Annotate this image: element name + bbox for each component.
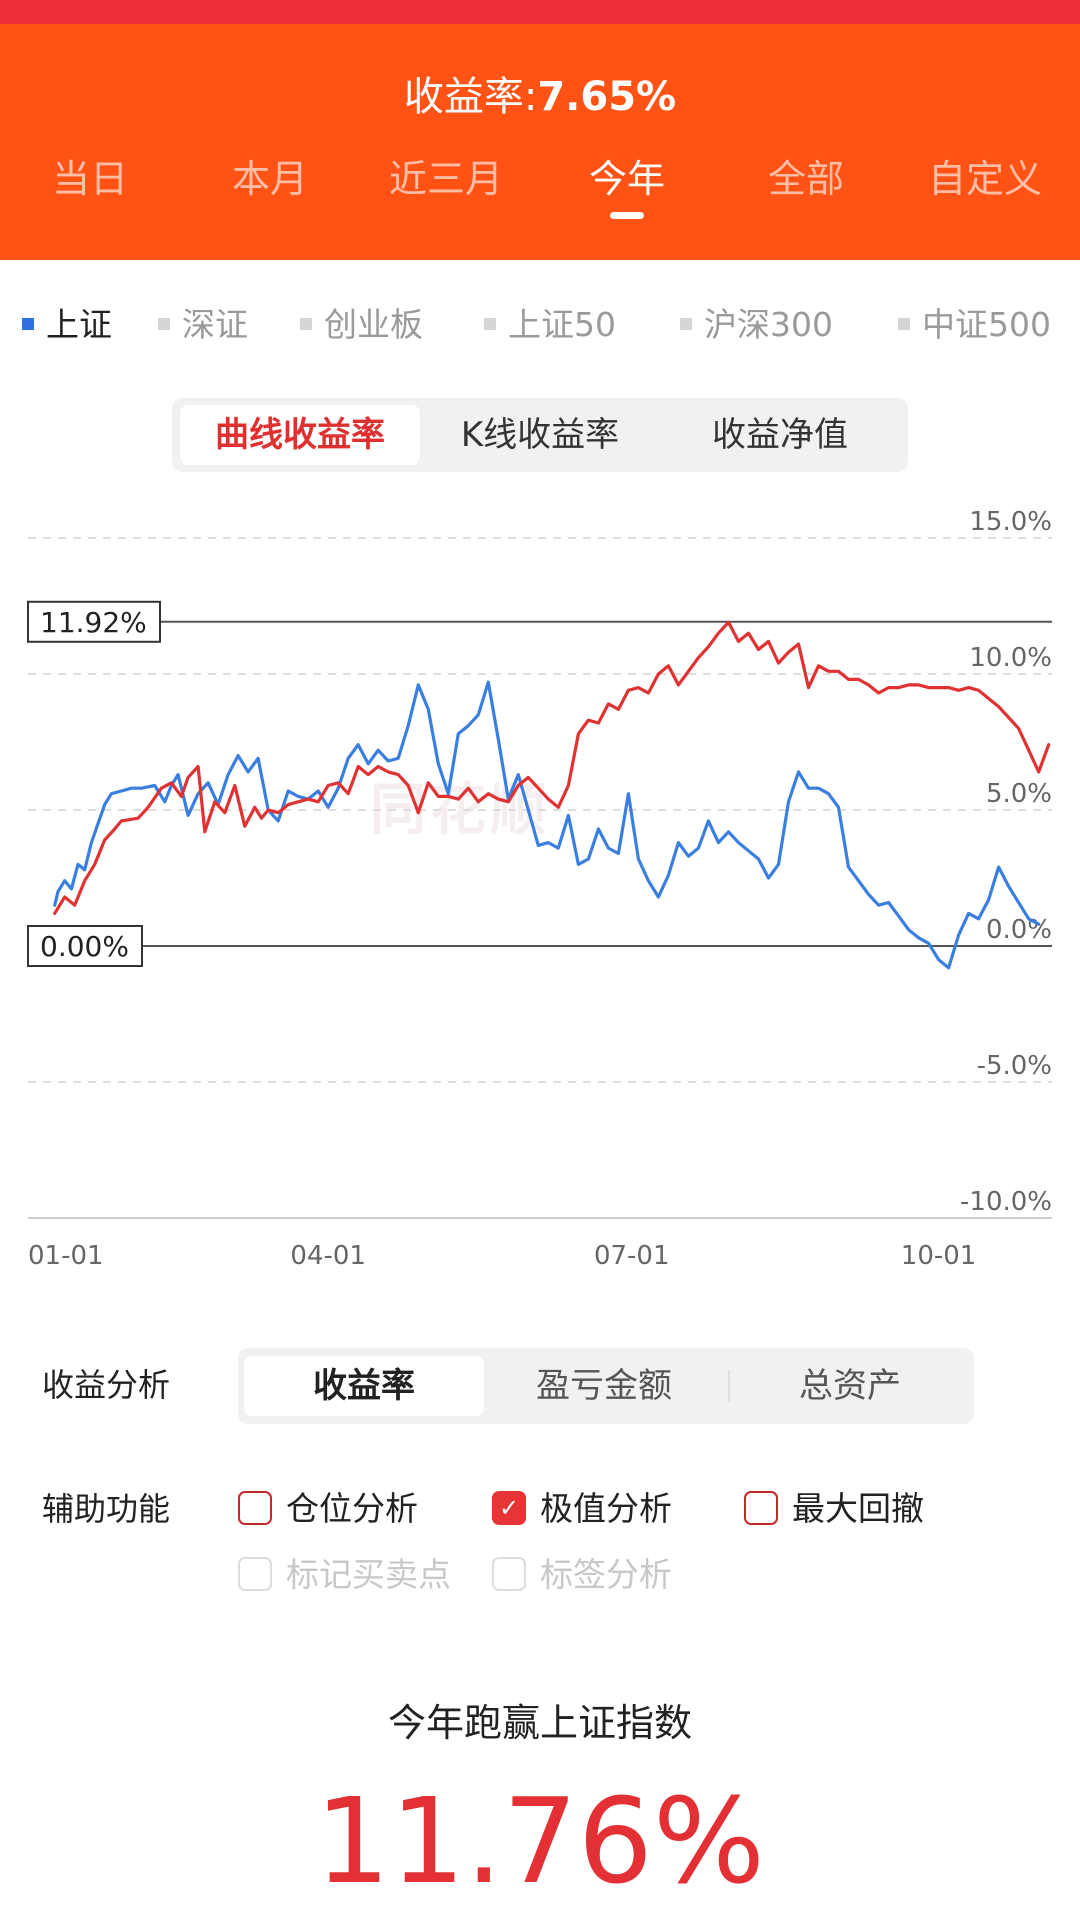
x-tick-label: 07-01 [594,1241,670,1271]
y-tick-label: 5.0% [986,779,1052,809]
y-tick-label: -10.0% [960,1187,1052,1217]
return-value: 7.65% [537,74,677,120]
x-tick-label: 01-01 [28,1241,104,1271]
legend-square-icon [898,317,910,330]
checkbox-label: 标签分析 [540,1555,672,1594]
checkbox-icon [744,1490,778,1525]
benchmark-label: 上证 [46,305,112,344]
period-tabs: 当日 本月 近三月 今年 全部 自定义 [0,148,1080,228]
marker-label: 11.92% [40,606,147,639]
tab-today[interactable]: 当日 [51,157,128,201]
checkbox-label: 仓位分析 [286,1489,418,1528]
legend-square-icon [484,317,496,330]
checkbox-buy-sell-points: 标记买卖点 [238,1548,451,1596]
checkmark-icon: ✓ [492,1490,526,1525]
x-tick-label: 10-01 [901,1241,977,1271]
marker-box [27,925,143,967]
tab-all[interactable]: 全部 [767,157,844,201]
active-tab-indicator [610,212,644,219]
benchmark-csi500[interactable]: 中证500 [898,298,1051,348]
analysis-return-rate[interactable]: 收益率 [244,1356,484,1416]
benchmark-label: 深证 [182,305,248,344]
summary-title: 今年跑赢上证指数 [387,1701,692,1745]
tab-three-months[interactable]: 近三月 [388,157,503,201]
checkbox-icon [238,1556,272,1591]
segment-divider [728,1370,730,1402]
header-title: 收益率:7.65% [0,64,1080,122]
benchmark-label: 沪深300 [704,305,833,344]
analysis-total-assets[interactable]: 总资产 [799,1366,901,1406]
status-strip [0,0,1080,24]
y-tick-label: -5.0% [977,1051,1052,1081]
benchmark-label: 中证500 [922,305,1051,344]
benchmark-chinext[interactable]: 创业板 [300,298,423,348]
aux-label: 辅助功能 [42,1490,171,1528]
tab-custom[interactable]: 自定义 [927,157,1042,201]
checkbox-tag-analysis: 标签分析 [492,1548,672,1596]
account-series-line [53,620,1051,915]
benchmark-series-line [53,680,1041,970]
legend-square-icon [680,317,692,330]
analysis-profit-amount[interactable]: 盈亏金额 [536,1366,672,1406]
summary-value: 11.76% [315,1772,765,1910]
benchmark-shanghai[interactable]: 上证 [22,298,112,348]
y-tick-label: 15.0% [969,507,1052,537]
checkbox-max-drawdown[interactable]: 最大回撤 [744,1482,924,1530]
y-tick-label: 10.0% [969,643,1052,673]
y-tick-label: 0.0% [986,915,1052,945]
mode-net-value[interactable]: 收益净值 [712,415,848,455]
checkbox-label: 最大回撤 [792,1489,924,1528]
marker-label: 0.00% [40,930,129,963]
benchmark-label: 上证50 [508,305,616,344]
return-label: 收益率: [403,74,538,120]
benchmark-sse50[interactable]: 上证50 [484,298,616,348]
benchmark-label: 创业板 [324,305,423,344]
x-tick-label: 04-01 [290,1241,366,1271]
chart-mode-toggle: 曲线收益率 K线收益率 收益净值 [172,398,908,472]
checkbox-icon [492,1556,526,1591]
checkbox-position-analysis[interactable]: 仓位分析 [238,1482,418,1530]
legend-square-icon [158,317,170,330]
mode-curve-return[interactable]: 曲线收益率 [180,405,420,465]
marker-box [27,600,161,643]
analysis-label: 收益分析 [42,1366,171,1404]
checkbox-extreme-analysis[interactable]: ✓ 极值分析 [492,1482,672,1530]
header: 收益率:7.65% [0,24,1080,260]
return-chart[interactable]: 15.0% 10.0% 5.0% 0.0% -5.0% -10.0% 01-01 04-01 0… [0,500,1080,1300]
tab-this-year[interactable]: 今年 [588,157,665,201]
mode-kline-return[interactable]: K线收益率 [460,415,620,455]
legend-square-icon [22,317,34,330]
checkbox-label: 极值分析 [540,1489,672,1528]
legend-square-icon [300,317,312,330]
tab-month[interactable]: 本月 [231,157,308,201]
analysis-toggle: 收益率 盈亏金额 总资产 [238,1348,974,1424]
checkbox-icon [238,1490,272,1525]
checkbox-label: 标记买卖点 [286,1555,451,1594]
benchmark-shenzhen[interactable]: 深证 [158,298,248,348]
benchmark-csi300[interactable]: 沪深300 [680,298,833,348]
